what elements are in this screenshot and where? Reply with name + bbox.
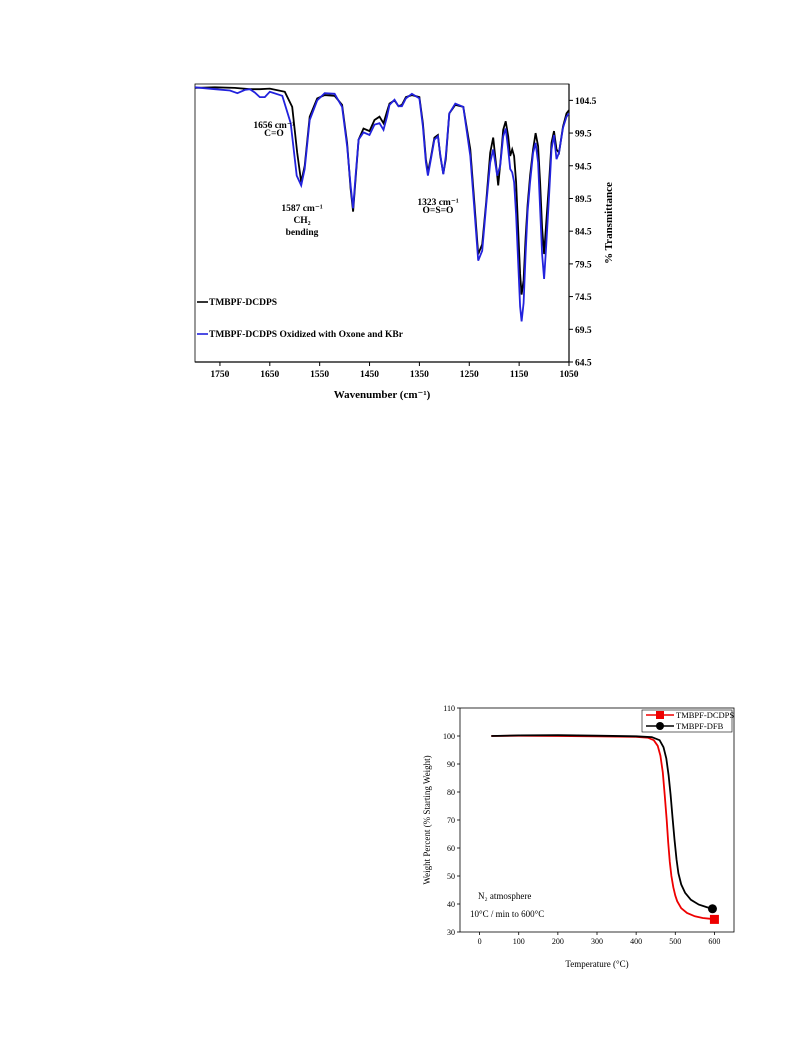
tga-y-tick-label: 60 xyxy=(447,844,455,853)
ftir-x-ticks: 1750 1650 1550 1450 1350 1250 1150 1050 xyxy=(210,362,579,380)
tga-y-ticks: 30 40 50 60 70 80 90 100 110 xyxy=(443,704,460,937)
ftir-annotation: bending xyxy=(286,228,319,238)
tga-series-line xyxy=(491,734,713,910)
ftir-annotation: C=O xyxy=(264,129,284,139)
tga-legend-label: TMBPF-DFB xyxy=(676,721,724,731)
tga-legend-label: TMBPF-DCDPS xyxy=(676,710,734,720)
ftir-x-tick-label: 1150 xyxy=(510,370,529,380)
ftir-y-tick-label: 79.5 xyxy=(575,260,592,270)
ftir-y-tick-label: 84.5 xyxy=(575,228,592,238)
ftir-annotation: 1656 cm⁻¹ xyxy=(253,121,295,131)
ftir-legend-label: TMBPF-DCDPS xyxy=(209,298,277,308)
tga-y-axis-label: Weight Percent (% Starting Weight) xyxy=(422,755,432,884)
tga-x-axis-label: Temperature (°C) xyxy=(565,959,628,969)
tga-legend-marker-square xyxy=(656,711,664,719)
tga-annotation: 10°C / min to 600°C xyxy=(470,909,544,919)
tga-chart: 0 100 200 300 400 500 600 30 40 50 60 70 80 90 100 110… xyxy=(422,704,735,969)
tga-y-tick-label: 100 xyxy=(443,732,455,741)
tga-legend-marker-circle xyxy=(656,722,664,730)
tga-y-tick-label: 30 xyxy=(447,928,455,937)
tga-y-tick-label: 70 xyxy=(447,816,455,825)
tga-x-tick-label: 400 xyxy=(630,937,642,946)
tga-x-ticks: 0 100 200 300 400 500 600 xyxy=(478,932,720,946)
ftir-y-ticks: 64.5 69.5 74.5 79.5 84.5 89.5 94.5 99.5 104.5 xyxy=(569,97,597,369)
tga-y-tick-label: 90 xyxy=(447,760,455,769)
tga-end-marker-square xyxy=(709,914,719,924)
tga-x-tick-label: 300 xyxy=(591,937,603,946)
tga-x-tick-label: 200 xyxy=(552,937,564,946)
tga-y-tick-label: 40 xyxy=(447,900,455,909)
ftir-y-axis-label: % Transmittance xyxy=(603,182,615,264)
ftir-x-tick-label: 1550 xyxy=(310,370,329,380)
tga-x-tick-label: 0 xyxy=(478,937,482,946)
ftir-y-tick-label: 69.5 xyxy=(575,326,592,336)
ftir-y-tick-label: 104.5 xyxy=(575,97,597,107)
ftir-y-tick-label: 99.5 xyxy=(575,130,592,140)
ftir-x-tick-label: 1750 xyxy=(210,370,229,380)
ftir-x-tick-label: 1450 xyxy=(360,370,379,380)
ftir-x-tick-label: 1350 xyxy=(410,370,429,380)
tga-x-tick-label: 500 xyxy=(669,937,681,946)
ftir-series-line xyxy=(194,86,570,295)
ftir-x-tick-label: 1250 xyxy=(460,370,479,380)
ftir-x-tick-label: 1650 xyxy=(260,370,279,380)
tga-end-marker-circle xyxy=(707,904,717,914)
tga-y-tick-label: 110 xyxy=(443,704,455,713)
ftir-legend-label: TMBPF-DCDPS Oxidized with Oxone and KBr xyxy=(209,330,404,340)
ftir-y-tick-label: 74.5 xyxy=(575,293,592,303)
tga-y-tick-label: 50 xyxy=(447,872,455,881)
ftir-chart: 1750 1650 1550 1450 1350 1250 1150 1050 64.5 69.… xyxy=(194,83,615,401)
ftir-annotation: 1587 cm⁻¹ xyxy=(281,204,323,214)
ftir-annotation: CH₂ xyxy=(293,216,310,226)
tga-x-tick-label: 100 xyxy=(513,937,525,946)
tga-annotation: N₂ atmosphere xyxy=(478,891,531,901)
ftir-x-tick-label: 1050 xyxy=(560,370,579,380)
tga-y-tick-label: 80 xyxy=(447,788,455,797)
ftir-x-axis-label: Wavenumber (cm⁻¹) xyxy=(334,389,431,401)
tga-x-tick-label: 600 xyxy=(708,937,720,946)
ftir-annotation: 1323 cm⁻¹ xyxy=(417,198,459,208)
ftir-y-tick-label: 89.5 xyxy=(575,195,592,205)
ftir-y-tick-label: 64.5 xyxy=(575,359,592,369)
ftir-series-line xyxy=(194,86,570,322)
ftir-annotation: O=S=O xyxy=(423,206,454,216)
ftir-y-tick-label: 94.5 xyxy=(575,162,592,172)
